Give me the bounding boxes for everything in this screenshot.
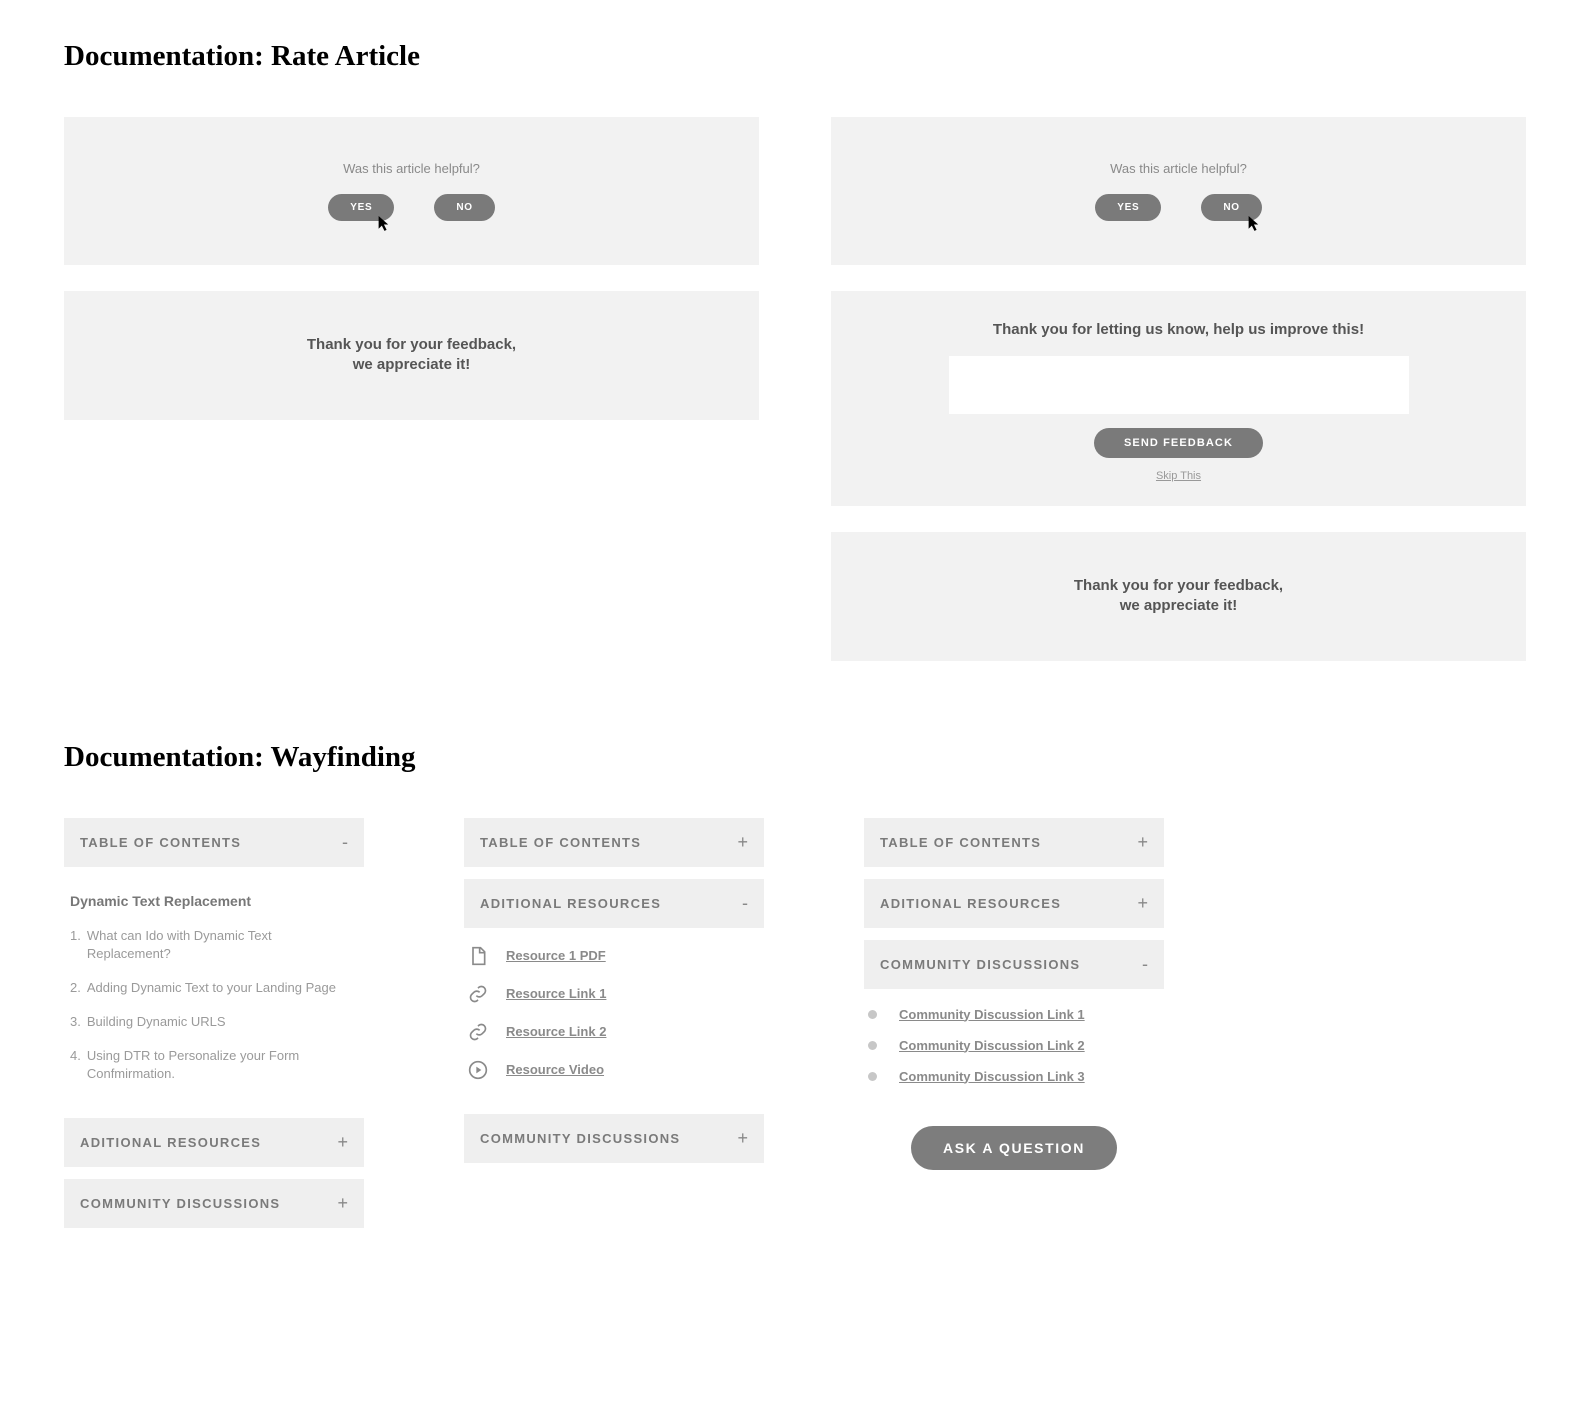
- no-button[interactable]: NO: [434, 194, 494, 221]
- toc-item[interactable]: 3. Building Dynamic URLS: [70, 1013, 358, 1031]
- resources-header[interactable]: ADITIONAL RESOURCES -: [464, 879, 764, 928]
- toc-item[interactable]: 4.Using DTR to Personalize your Form Con…: [70, 1047, 358, 1083]
- discussion-link[interactable]: Community Discussion Link 3: [899, 1069, 1085, 1084]
- toc-item[interactable]: 1.What can Ido with Dynamic Text Replace…: [70, 927, 358, 963]
- resources-label: ADITIONAL RESOURCES: [80, 1135, 261, 1150]
- resource-link[interactable]: Resource Link 2: [506, 1024, 606, 1039]
- resource-item: Resource Link 1: [468, 984, 760, 1004]
- toc-body: Dynamic Text Replacement 1.What can Ido …: [64, 879, 364, 1106]
- thank-text-1: Thank you for your feedback,: [1074, 576, 1283, 596]
- expand-icon: +: [1137, 893, 1148, 914]
- discussions-header[interactable]: COMMUNITY DISCUSSIONS +: [64, 1179, 364, 1228]
- discussion-item: Community Discussion Link 3: [868, 1069, 1160, 1084]
- rate-button-row: YES NO: [1095, 194, 1262, 221]
- toc-item-num: 3.: [70, 1013, 81, 1031]
- toc-label: TABLE OF CONTENTS: [480, 835, 641, 850]
- bullet-icon: [868, 1041, 877, 1050]
- resource-link[interactable]: Resource Link 1: [506, 986, 606, 1001]
- collapse-icon: -: [342, 832, 348, 853]
- discussions-label: COMMUNITY DISCUSSIONS: [80, 1196, 280, 1211]
- resource-link[interactable]: Resource 1 PDF: [506, 948, 606, 963]
- toc-item-num: 4.: [70, 1047, 81, 1083]
- section-title-wayfinding: Documentation: Wayfinding: [64, 741, 1526, 774]
- toc-label: TABLE OF CONTENTS: [880, 835, 1041, 850]
- discussions-header[interactable]: COMMUNITY DISCUSSIONS -: [864, 940, 1164, 989]
- rate-button-row: YES NO: [328, 194, 495, 221]
- cursor-icon: [1248, 216, 1262, 233]
- link-icon: [468, 984, 488, 1004]
- discussions-label: COMMUNITY DISCUSSIONS: [480, 1131, 680, 1146]
- toc-item-text: What can Ido with Dynamic Text Replaceme…: [87, 927, 358, 963]
- toc-item-text: Building Dynamic URLS: [87, 1013, 358, 1031]
- discussion-item: Community Discussion Link 2: [868, 1038, 1160, 1053]
- ask-question-button[interactable]: ASK A QUESTION: [911, 1126, 1117, 1170]
- resource-item: Resource 1 PDF: [468, 946, 760, 966]
- feedback-input[interactable]: [949, 356, 1409, 414]
- feedback-card: Thank you for letting us know, help us i…: [831, 291, 1526, 506]
- rate-prompt-card-yes: Was this article helpful? YES NO: [64, 117, 759, 265]
- resources-header[interactable]: ADITIONAL RESOURCES +: [864, 879, 1164, 928]
- thank-you-card-right: Thank you for your feedback, we apprecia…: [831, 532, 1526, 661]
- expand-icon: +: [337, 1193, 348, 1214]
- link-icon: [468, 1022, 488, 1042]
- thank-you-card-left: Thank you for your feedback, we apprecia…: [64, 291, 759, 420]
- thank-text-1: Thank you for your feedback,: [307, 335, 516, 355]
- toc-header[interactable]: TABLE OF CONTENTS +: [864, 818, 1164, 867]
- toc-item[interactable]: 2. Adding Dynamic Text to your Landing Pa…: [70, 979, 358, 997]
- rate-prompt-text: Was this article helpful?: [1110, 161, 1247, 176]
- discussion-link[interactable]: Community Discussion Link 2: [899, 1038, 1085, 1053]
- rate-prompt-card-no: Was this article helpful? YES NO: [831, 117, 1526, 265]
- collapse-icon: -: [742, 893, 748, 914]
- discussion-item: Community Discussion Link 1: [868, 1007, 1160, 1022]
- toc-header[interactable]: TABLE OF CONTENTS +: [464, 818, 764, 867]
- resource-item: Resource Link 2: [468, 1022, 760, 1042]
- resource-link[interactable]: Resource Video: [506, 1062, 604, 1077]
- bullet-icon: [868, 1010, 877, 1019]
- thank-text-2: we appreciate it!: [1120, 596, 1238, 616]
- play-icon: [468, 1060, 488, 1080]
- bullet-icon: [868, 1072, 877, 1081]
- cursor-icon: [378, 216, 392, 233]
- resources-label: ADITIONAL RESOURCES: [480, 896, 661, 911]
- thank-text-2: we appreciate it!: [353, 355, 471, 375]
- discussions-header[interactable]: COMMUNITY DISCUSSIONS +: [464, 1114, 764, 1163]
- file-icon: [468, 946, 488, 966]
- toc-label: TABLE OF CONTENTS: [80, 835, 241, 850]
- expand-icon: +: [1137, 832, 1148, 853]
- collapse-icon: -: [1142, 954, 1148, 975]
- skip-link[interactable]: Skip This: [1156, 470, 1201, 482]
- feedback-heading: Thank you for letting us know, help us i…: [993, 321, 1364, 338]
- toc-item-num: 1.: [70, 927, 81, 963]
- toc-item-text: Adding Dynamic Text to your Landing Page: [87, 979, 358, 997]
- discussions-label: COMMUNITY DISCUSSIONS: [880, 957, 1080, 972]
- expand-icon: +: [737, 1128, 748, 1149]
- resources-label: ADITIONAL RESOURCES: [880, 896, 1061, 911]
- rate-prompt-text: Was this article helpful?: [343, 161, 480, 176]
- expand-icon: +: [337, 1132, 348, 1153]
- toc-item-text: Using DTR to Personalize your Form Confm…: [87, 1047, 358, 1083]
- toc-title: Dynamic Text Replacement: [70, 893, 358, 909]
- expand-icon: +: [737, 832, 748, 853]
- toc-item-num: 2.: [70, 979, 81, 997]
- send-feedback-button[interactable]: SEND FEEDBACK: [1094, 428, 1263, 458]
- section-title-rate: Documentation: Rate Article: [64, 40, 1526, 73]
- toc-header[interactable]: TABLE OF CONTENTS -: [64, 818, 364, 867]
- resources-header[interactable]: ADITIONAL RESOURCES +: [64, 1118, 364, 1167]
- resource-item: Resource Video: [468, 1060, 760, 1080]
- yes-button[interactable]: YES: [1095, 194, 1161, 221]
- discussion-link[interactable]: Community Discussion Link 1: [899, 1007, 1085, 1022]
